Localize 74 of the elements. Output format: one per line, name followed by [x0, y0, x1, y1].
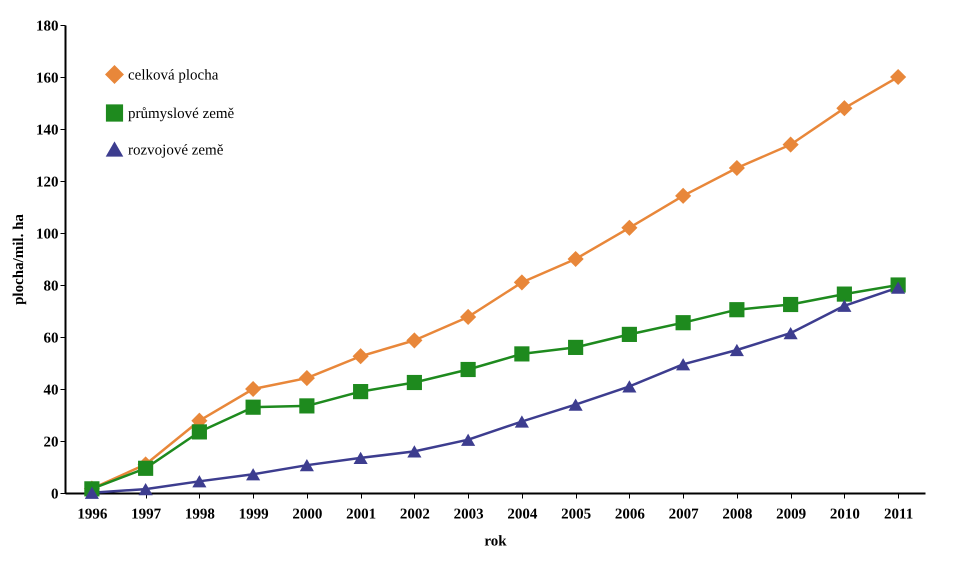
point [354, 452, 368, 464]
point [138, 482, 153, 496]
point [406, 374, 422, 390]
point [246, 468, 260, 480]
x-tick-label: 1996 [77, 506, 108, 522]
point [622, 326, 637, 342]
point [353, 384, 368, 400]
y-tick-label: 100 [36, 226, 58, 242]
y-tick-label: 80 [44, 278, 58, 294]
y-tick-label: 0 [51, 486, 58, 502]
legend-label: průmyslové země [128, 106, 235, 122]
point [460, 362, 476, 378]
x-tick-label: 2009 [776, 506, 806, 522]
x-tick-label: 2005 [561, 506, 592, 522]
point [837, 300, 852, 312]
point [782, 136, 799, 153]
point [568, 250, 584, 268]
point [784, 326, 798, 340]
y-tick-label: 180 [36, 18, 58, 34]
point [890, 68, 906, 86]
point [245, 380, 262, 398]
x-tick-label: 2008 [722, 506, 752, 522]
point [352, 348, 369, 364]
point [192, 424, 207, 440]
y-tick-label: 20 [44, 434, 58, 450]
x-tick-label: 2001 [346, 506, 376, 522]
point [622, 380, 636, 393]
point [783, 296, 798, 312]
point [568, 340, 584, 355]
point [728, 160, 745, 176]
point [676, 358, 690, 370]
y-axis-title: plocha/mil. ha [11, 214, 27, 305]
point [514, 274, 530, 290]
point [406, 332, 422, 348]
point [568, 398, 583, 411]
point [621, 220, 638, 236]
x-tick-label: 1997 [131, 506, 162, 522]
x-tick-label: 2003 [454, 506, 484, 522]
point [246, 400, 261, 415]
x-tick-label: 2002 [400, 506, 430, 522]
x-tick-label: 2006 [614, 506, 646, 522]
x-tick-label: 2010 [830, 506, 860, 522]
point [300, 459, 314, 472]
point [298, 370, 315, 386]
point [407, 445, 422, 458]
point [299, 398, 314, 414]
point [836, 100, 852, 116]
x-tick-label: 1998 [184, 506, 215, 522]
x-tick-label: 2000 [292, 506, 322, 522]
x-tick-label: 2011 [884, 506, 914, 522]
y-tick-label: 160 [36, 70, 58, 86]
point [514, 415, 529, 428]
y-tick-label: 40 [44, 382, 58, 398]
point [891, 281, 906, 294]
point [460, 308, 476, 326]
point [836, 286, 852, 302]
point [675, 188, 692, 204]
x-axis-title: rok [484, 534, 508, 550]
x-tick-label: 2004 [507, 506, 538, 522]
y-tick-label: 140 [36, 122, 58, 138]
y-tick-label: 120 [36, 174, 58, 190]
legend-label: celková plocha [128, 68, 219, 84]
x-tick-label: 1999 [238, 506, 269, 522]
y-tick-label: 60 [44, 330, 58, 346]
point [461, 434, 476, 446]
point [84, 486, 99, 499]
point [192, 475, 206, 488]
x-tick-label: 2007 [668, 506, 700, 522]
point [514, 346, 530, 362]
point [730, 344, 744, 356]
point [676, 315, 691, 330]
legend-label: rozvojové země [128, 142, 224, 158]
point [729, 302, 744, 318]
point [138, 460, 154, 476]
